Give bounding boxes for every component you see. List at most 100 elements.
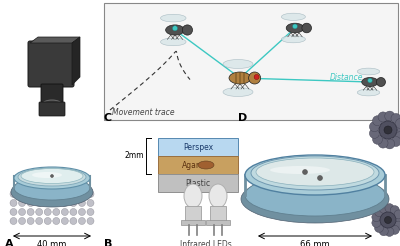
FancyBboxPatch shape xyxy=(28,41,74,87)
Circle shape xyxy=(379,121,397,139)
Ellipse shape xyxy=(256,158,374,186)
Ellipse shape xyxy=(166,25,184,35)
Text: C: C xyxy=(104,113,112,123)
Ellipse shape xyxy=(245,174,385,216)
Bar xyxy=(235,72,237,84)
Circle shape xyxy=(385,227,394,236)
Circle shape xyxy=(18,200,26,206)
Circle shape xyxy=(18,190,26,198)
Circle shape xyxy=(396,215,400,225)
Circle shape xyxy=(44,200,51,206)
Circle shape xyxy=(78,209,86,215)
Circle shape xyxy=(374,208,384,216)
Text: 40 mm: 40 mm xyxy=(37,240,67,246)
Ellipse shape xyxy=(160,14,186,22)
Polygon shape xyxy=(72,37,80,85)
Ellipse shape xyxy=(245,155,385,195)
Circle shape xyxy=(293,24,297,29)
Circle shape xyxy=(18,209,26,215)
Ellipse shape xyxy=(357,68,380,75)
Circle shape xyxy=(70,200,77,206)
Text: 66 mm: 66 mm xyxy=(300,240,330,246)
Circle shape xyxy=(53,209,60,215)
Ellipse shape xyxy=(42,100,62,110)
Bar xyxy=(243,72,245,84)
Circle shape xyxy=(379,227,388,236)
Circle shape xyxy=(61,217,68,225)
Ellipse shape xyxy=(160,38,186,46)
Text: A: A xyxy=(5,239,14,246)
Text: Infrared LEDs: Infrared LEDs xyxy=(180,240,231,246)
Ellipse shape xyxy=(362,77,378,87)
Circle shape xyxy=(61,190,68,198)
Circle shape xyxy=(87,217,94,225)
Circle shape xyxy=(395,119,400,128)
Ellipse shape xyxy=(281,13,306,20)
Circle shape xyxy=(302,23,312,33)
Ellipse shape xyxy=(281,36,306,43)
Circle shape xyxy=(384,216,392,224)
Circle shape xyxy=(385,204,394,213)
Circle shape xyxy=(36,200,43,206)
Circle shape xyxy=(395,132,400,141)
Circle shape xyxy=(302,169,308,174)
Circle shape xyxy=(249,72,261,84)
Circle shape xyxy=(70,190,77,198)
Bar xyxy=(158,174,238,192)
Text: Distance: Distance xyxy=(330,74,364,82)
Circle shape xyxy=(44,209,51,215)
Ellipse shape xyxy=(270,166,330,174)
Bar xyxy=(185,206,201,222)
Ellipse shape xyxy=(241,175,389,223)
Circle shape xyxy=(36,190,43,198)
Ellipse shape xyxy=(223,88,253,96)
Circle shape xyxy=(390,206,399,215)
Circle shape xyxy=(53,190,60,198)
Ellipse shape xyxy=(209,184,227,208)
Circle shape xyxy=(372,134,382,144)
Bar xyxy=(206,220,230,225)
Circle shape xyxy=(10,190,17,198)
Circle shape xyxy=(379,204,388,213)
Text: Movement trace: Movement trace xyxy=(112,108,175,117)
Ellipse shape xyxy=(18,168,86,186)
Circle shape xyxy=(78,200,86,206)
Ellipse shape xyxy=(229,72,251,84)
Circle shape xyxy=(27,209,34,215)
Text: Agarose: Agarose xyxy=(182,160,214,169)
Ellipse shape xyxy=(21,169,83,184)
Ellipse shape xyxy=(286,23,304,33)
Circle shape xyxy=(70,209,77,215)
Bar xyxy=(158,156,238,174)
Circle shape xyxy=(368,78,372,83)
Ellipse shape xyxy=(184,184,202,208)
Circle shape xyxy=(87,190,94,198)
Circle shape xyxy=(10,209,17,215)
Circle shape xyxy=(254,75,259,79)
Circle shape xyxy=(27,217,34,225)
Circle shape xyxy=(172,26,178,31)
Circle shape xyxy=(378,112,388,122)
Circle shape xyxy=(318,175,322,181)
Circle shape xyxy=(397,125,400,135)
Circle shape xyxy=(372,116,382,126)
Text: B: B xyxy=(104,239,112,246)
Circle shape xyxy=(27,190,34,198)
Bar xyxy=(239,72,241,84)
FancyBboxPatch shape xyxy=(39,102,65,116)
Circle shape xyxy=(385,111,395,121)
Circle shape xyxy=(376,77,386,87)
Ellipse shape xyxy=(14,176,90,200)
Circle shape xyxy=(53,200,60,206)
Circle shape xyxy=(391,113,400,123)
Circle shape xyxy=(87,200,94,206)
Ellipse shape xyxy=(198,161,214,169)
Ellipse shape xyxy=(357,89,380,96)
FancyBboxPatch shape xyxy=(41,84,63,106)
Ellipse shape xyxy=(251,156,379,190)
Circle shape xyxy=(50,174,54,178)
Circle shape xyxy=(61,209,68,215)
Circle shape xyxy=(370,122,380,132)
Circle shape xyxy=(27,200,34,206)
Circle shape xyxy=(372,213,381,222)
